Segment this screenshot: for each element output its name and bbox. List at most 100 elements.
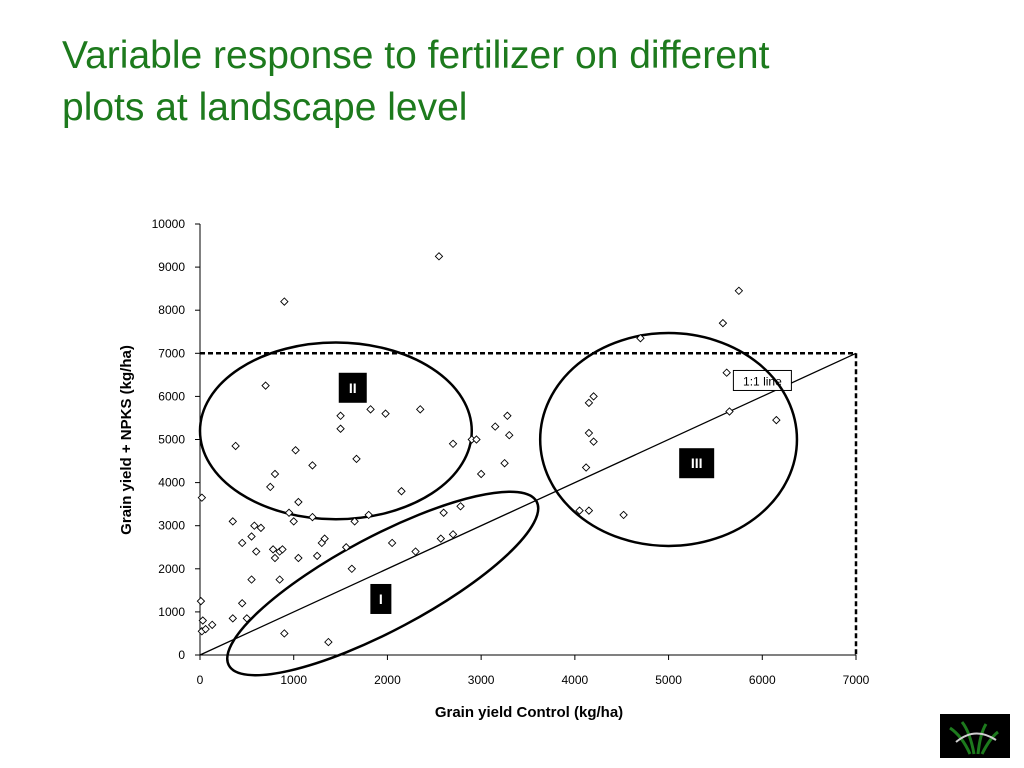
y-tick-label-5: 5000 xyxy=(158,433,185,447)
y-axis-title: Grain yield + NPKS (kg/ha) xyxy=(118,345,135,535)
data-point-47 xyxy=(387,538,397,548)
data-point-54 xyxy=(448,439,458,449)
data-point-21 xyxy=(270,553,280,563)
data-point-17 xyxy=(261,381,270,390)
data-point-63 xyxy=(505,430,514,440)
data-point-69 xyxy=(589,392,598,401)
data-point-56 xyxy=(456,502,465,511)
y-tick-label-3: 3000 xyxy=(158,519,185,533)
group-ellipse-III xyxy=(538,331,799,548)
data-point-8 xyxy=(231,441,240,451)
data-point-74 xyxy=(722,368,731,377)
data-point-22 xyxy=(275,575,284,584)
data-point-48 xyxy=(397,486,406,496)
y-tick-label-10: 10000 xyxy=(152,217,186,231)
data-point-30 xyxy=(294,497,303,507)
data-point-9 xyxy=(237,538,247,548)
data-point-13 xyxy=(247,575,256,584)
data-point-24 xyxy=(278,545,287,554)
data-point-25 xyxy=(280,297,289,306)
data-point-15 xyxy=(251,547,261,556)
data-point-67 xyxy=(584,428,594,438)
group-label-box-III xyxy=(679,448,715,479)
x-tick-label-5: 5000 xyxy=(655,673,682,687)
data-point-34 xyxy=(312,551,322,561)
data-point-37 xyxy=(324,637,333,647)
x-tick-label-0: 0 xyxy=(197,673,204,687)
data-point-29 xyxy=(291,446,300,455)
data-point-5 xyxy=(207,620,217,630)
x-tick-label-2: 2000 xyxy=(374,673,401,687)
data-point-73 xyxy=(718,318,728,328)
data-point-18 xyxy=(266,482,275,492)
y-tick-label-0: 0 xyxy=(178,648,185,662)
slide-title-line-2: plots at landscape level xyxy=(62,86,468,129)
reference-line-layer: 1:1 line xyxy=(199,352,857,656)
data-point-71 xyxy=(619,510,628,520)
data-point-45 xyxy=(366,405,375,414)
reference-line xyxy=(199,352,857,656)
data-point-44 xyxy=(364,510,373,520)
data-point-66 xyxy=(584,398,594,408)
data-point-10 xyxy=(237,599,247,608)
data-point-40 xyxy=(341,543,351,552)
x-axis-title: Grain yield Control (kg/ha) xyxy=(435,704,623,721)
data-point-62 xyxy=(503,411,512,421)
data-point-1 xyxy=(196,596,206,606)
group-label-III: III xyxy=(691,455,703,471)
y-tick-label-6: 6000 xyxy=(158,389,185,403)
reference-line-label-box xyxy=(732,369,792,391)
data-point-3 xyxy=(198,616,208,625)
data-point-59 xyxy=(476,469,486,479)
data-point-52 xyxy=(436,534,446,543)
data-point-20 xyxy=(270,469,280,479)
x-tick-label-1: 1000 xyxy=(280,673,307,687)
data-point-64 xyxy=(575,506,584,515)
data-point-11 xyxy=(242,614,252,623)
data-point-49 xyxy=(411,547,420,556)
y-tick-label-9: 9000 xyxy=(158,260,185,274)
data-point-46 xyxy=(381,409,390,418)
data-point-60 xyxy=(490,422,500,431)
data-point-76 xyxy=(734,286,744,296)
data-points xyxy=(196,252,781,647)
data-point-70 xyxy=(589,437,598,446)
data-point-51 xyxy=(434,252,444,261)
data-point-68 xyxy=(584,506,594,515)
data-point-41 xyxy=(347,564,357,574)
data-point-31 xyxy=(294,553,303,563)
group-label-box-I xyxy=(370,583,392,614)
data-point-4 xyxy=(201,624,210,634)
group-ellipse-II xyxy=(198,341,474,521)
group-label-I: I xyxy=(379,591,383,607)
y-tick-label-1: 1000 xyxy=(158,605,185,619)
data-point-7 xyxy=(228,517,238,526)
data-point-16 xyxy=(256,523,266,533)
slide-title-line-1: Variable response to fertilizer on diffe… xyxy=(62,34,770,77)
threshold-box xyxy=(200,352,858,655)
data-point-19 xyxy=(268,545,278,554)
slide-title: Variable response to fertilizer on diffe… xyxy=(62,30,962,134)
x-tick-label-4: 4000 xyxy=(562,673,589,687)
group-label-II: II xyxy=(349,380,357,396)
data-point-50 xyxy=(415,405,425,414)
data-point-39 xyxy=(336,424,345,433)
y-tick-label-7: 7000 xyxy=(158,346,185,360)
x-tick-label-3: 3000 xyxy=(468,673,495,687)
group-label-box-II xyxy=(338,372,367,403)
data-point-58 xyxy=(472,435,481,444)
data-point-61 xyxy=(500,458,509,468)
data-point-14 xyxy=(250,521,259,530)
data-point-0 xyxy=(197,493,207,502)
group-ellipse-I xyxy=(226,490,540,677)
axes: 0 1000 2000 3000 4000 5000 6000 7000 8000 9000 100… xyxy=(152,217,870,687)
data-point-27 xyxy=(284,508,294,518)
data-point-36 xyxy=(320,534,329,543)
y-tick-label-4: 4000 xyxy=(158,476,185,490)
data-point-42 xyxy=(350,517,359,526)
x-tick-label-7: 7000 xyxy=(843,673,870,687)
y-tick-label-8: 8000 xyxy=(158,303,185,317)
wheat-logo-icon xyxy=(949,721,999,755)
data-point-55 xyxy=(448,530,458,539)
data-point-75 xyxy=(725,407,734,416)
